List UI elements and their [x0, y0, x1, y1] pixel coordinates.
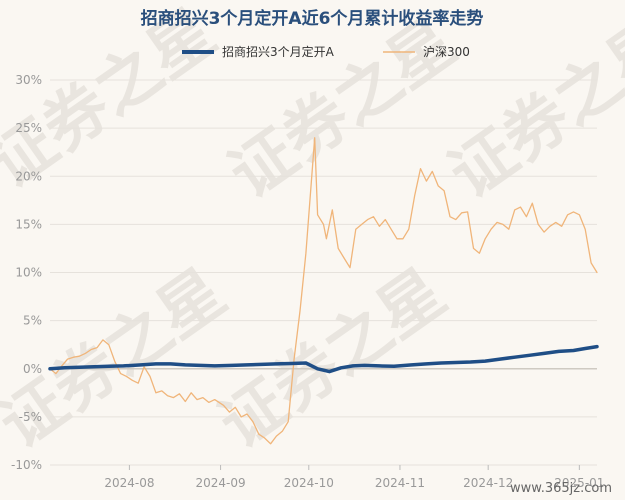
chart-title: 招商招兴3个月定开A近6个月累计收益率走势: [141, 8, 484, 29]
legend: 招商招兴3个月定开A 沪深300: [182, 44, 470, 59]
x-tick-label: 2025-01: [554, 476, 604, 490]
x-tick-label: 2024-08: [104, 476, 154, 490]
x-tick-label: 2024-10: [284, 476, 334, 490]
series-layer: [48, 137, 599, 445]
watermark-site: www.365jz.com: [510, 481, 612, 496]
watermark-text-2: 证券之星: [217, 6, 469, 213]
y-tick-label: 25%: [15, 121, 42, 135]
y-tick-label: 15%: [15, 217, 42, 231]
watermark-text-4: 证券之星: [0, 256, 239, 463]
watermark-text-3: 证券之星: [437, 6, 625, 213]
y-tick-label: -5%: [19, 410, 42, 424]
grid-layer: [50, 79, 597, 466]
legend-label-index: 沪深300: [423, 45, 470, 59]
x-tick-label: 2024-09: [195, 476, 245, 490]
x-axis-ticks: 2024-08 2024-09 2024-10 2024-11 2024-12 2025-…: [104, 465, 604, 490]
y-tick-label: 5%: [23, 314, 42, 328]
series-line-index: [49, 137, 598, 445]
x-tick-label: 2024-12: [463, 476, 513, 490]
y-tick-label: 30%: [15, 73, 42, 87]
series-line-fund: [48, 344, 599, 374]
y-tick-label: 0%: [23, 362, 42, 376]
y-tick-label: 10%: [15, 266, 42, 280]
x-tick-label: 2024-11: [375, 476, 425, 490]
y-tick-label: -10%: [11, 458, 42, 472]
legend-label-fund: 招商招兴3个月定开A: [222, 44, 335, 59]
y-tick-label: 20%: [15, 169, 42, 183]
watermark-layer: 证券之星 证券之星 证券之星 证券之星 证券之星: [0, 0, 625, 463]
watermark-text-5: 证券之星: [207, 256, 459, 463]
y-axis-ticks: -10% -5% 0% 5% 10% 15% 20% 25% 30%: [11, 73, 42, 472]
